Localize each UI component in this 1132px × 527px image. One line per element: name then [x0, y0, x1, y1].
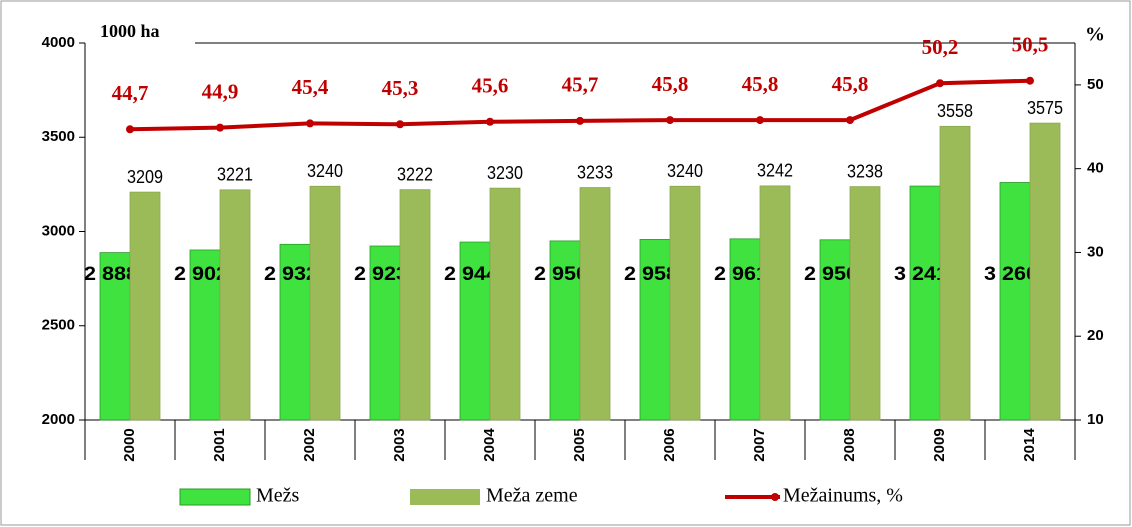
bar-value-label: 2 950	[534, 264, 588, 285]
y2-tick-label: 10	[1087, 411, 1104, 428]
bar	[819, 239, 851, 421]
y-tick-label: 2000	[42, 411, 75, 428]
y-tick-label: 3000	[42, 222, 75, 239]
bar-value-label: 2 888	[84, 264, 138, 285]
bar	[399, 189, 431, 421]
line-marker	[1026, 76, 1034, 85]
line-value-label: 45,3	[382, 76, 419, 100]
y-tick-label: 4000	[42, 34, 75, 51]
line-value-label: 44,7	[112, 81, 149, 105]
line-marker	[126, 125, 134, 134]
line-value-label: 45,8	[742, 72, 779, 96]
bar-value-label: 3221	[217, 165, 253, 185]
bar	[369, 245, 401, 421]
legend-swatch	[179, 488, 251, 506]
x-tick-label: 2004	[481, 428, 498, 462]
line-marker	[486, 117, 494, 126]
bar-value-label: 3240	[307, 161, 343, 181]
bar-value-label: 3238	[847, 161, 883, 181]
bar-value-label: 3233	[577, 162, 613, 182]
bar	[549, 240, 581, 421]
x-tick-label: 2001	[211, 428, 228, 461]
line-value-label: 45,8	[652, 72, 689, 96]
bar-value-label: 3230	[487, 163, 523, 183]
line-marker	[216, 123, 224, 132]
x-tick-label: 2006	[661, 428, 678, 461]
line-value-label: 45,8	[832, 72, 869, 96]
legend-swatch	[410, 489, 480, 505]
bar-value-label: 3240	[667, 161, 703, 181]
bar-value-label: 3222	[397, 164, 433, 184]
y-tick-label: 3500	[42, 128, 75, 145]
bar-value-label: 3558	[937, 101, 973, 121]
line-marker	[846, 116, 854, 125]
y2-tick-label: 50	[1087, 76, 1104, 93]
bar	[639, 239, 671, 421]
bar	[939, 125, 971, 421]
line-value-label: 44,9	[202, 79, 239, 103]
bar	[279, 243, 311, 421]
line-marker	[396, 120, 404, 129]
bar-value-label: 3209	[127, 167, 163, 187]
y-tick-label: 2500	[42, 317, 75, 334]
bar	[909, 185, 941, 421]
bar	[1029, 122, 1061, 421]
bar-value-label: 3575	[1027, 98, 1063, 118]
bar	[849, 186, 881, 421]
line-value-label: 50,2	[922, 35, 959, 59]
x-tick-label: 2000	[121, 428, 138, 461]
line-value-label: 45,7	[562, 73, 599, 97]
bar-value-label: 3 260	[984, 264, 1038, 285]
bar	[309, 185, 341, 421]
bar	[579, 187, 611, 421]
x-tick-label: 2003	[391, 428, 408, 461]
bar-value-label: 2 944	[444, 264, 498, 285]
x-tick-label: 2014	[1021, 428, 1038, 462]
bar-value-label: 2 958	[624, 264, 678, 285]
y2-tick-label: 30	[1087, 243, 1104, 260]
bar	[759, 185, 791, 421]
bar	[489, 187, 521, 421]
bar-value-label: 3 241	[894, 264, 948, 285]
x-tick-label: 2007	[751, 428, 768, 461]
bar	[219, 189, 251, 421]
x-tick-label: 2005	[571, 428, 588, 461]
line-value-label: 45,6	[472, 74, 509, 98]
bar-value-label: 2 932	[264, 264, 318, 285]
bar	[729, 238, 761, 421]
x-tick-label: 2009	[931, 428, 948, 461]
y2-tick-label: 40	[1087, 160, 1104, 177]
bar	[99, 252, 131, 421]
bar	[129, 191, 161, 421]
line-marker	[576, 116, 584, 125]
bar	[669, 185, 701, 421]
bar-value-label: 2 902	[174, 264, 228, 285]
legend-label: Mežainums, %	[783, 485, 903, 507]
line-marker	[306, 119, 314, 128]
x-tick-label: 2002	[301, 428, 318, 461]
bar-value-label: 3242	[757, 161, 793, 181]
y2-tick-label: 20	[1087, 327, 1104, 344]
line-value-label: 50,5	[1012, 33, 1049, 57]
bar	[459, 241, 491, 421]
legend-marker	[771, 493, 779, 501]
line-marker	[936, 79, 944, 88]
legend-label: Mežs	[256, 485, 300, 507]
bar-value-label: 2 923	[354, 264, 408, 285]
line-marker	[666, 116, 674, 125]
bar-value-label: 2 956	[804, 264, 858, 285]
x-tick-label: 2008	[841, 428, 858, 461]
y2-axis-label: %	[1085, 24, 1105, 46]
line-marker	[756, 116, 764, 125]
y-axis-label: 1000 ha	[100, 21, 160, 41]
bar-value-label: 2 961	[714, 264, 768, 285]
line-value-label: 45,4	[292, 75, 329, 99]
bar	[189, 249, 221, 421]
bar	[999, 182, 1031, 421]
legend-label: Meža zeme	[486, 485, 578, 507]
